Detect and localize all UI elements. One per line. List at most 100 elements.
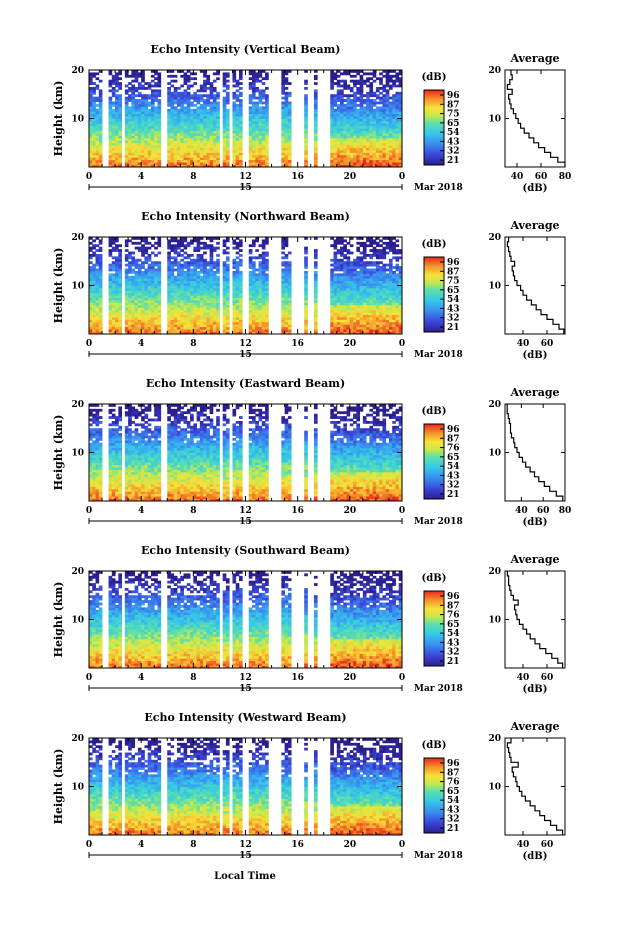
heatmap-cell bbox=[281, 307, 286, 311]
heatmap-cell bbox=[362, 244, 367, 248]
heatmap-cell bbox=[313, 285, 318, 289]
heatmap-cell bbox=[349, 275, 354, 279]
heatmap-cell bbox=[356, 152, 361, 156]
heatmap-cell bbox=[255, 287, 259, 291]
heatmap-cell bbox=[258, 312, 263, 315]
heatmap-cell bbox=[265, 103, 269, 107]
heatmap-cell bbox=[108, 283, 113, 286]
heatmap-cell bbox=[108, 290, 113, 294]
heatmap-cell bbox=[190, 128, 194, 132]
heatmap-cell bbox=[183, 287, 188, 291]
heatmap-cell bbox=[255, 154, 259, 158]
heatmap-cell bbox=[343, 125, 347, 129]
heatmap-cell bbox=[340, 113, 344, 117]
heatmap-cell bbox=[346, 137, 351, 141]
heatmap-cell bbox=[235, 162, 240, 165]
heatmap-cell bbox=[108, 145, 113, 148]
heatmap-cell bbox=[333, 239, 338, 243]
heatmap-cell bbox=[330, 70, 334, 73]
heatmap-cell bbox=[196, 101, 201, 105]
heatmap-cell bbox=[157, 118, 162, 122]
heatmap-cell bbox=[330, 283, 334, 286]
heatmap-cell bbox=[186, 312, 191, 315]
heatmap-cell bbox=[261, 312, 266, 315]
heatmap-cell bbox=[108, 120, 113, 124]
heatmap-cell bbox=[131, 270, 136, 274]
heatmap-cell bbox=[392, 118, 396, 122]
heatmap-cell bbox=[92, 312, 96, 315]
heatmap-cell bbox=[375, 140, 380, 144]
heatmap-cell bbox=[180, 118, 184, 122]
heatmap-cell bbox=[124, 142, 129, 146]
heatmap-cell bbox=[359, 84, 364, 88]
heatmap-cell bbox=[388, 84, 393, 88]
heatmap-cell bbox=[359, 120, 364, 124]
heatmap-cell bbox=[186, 241, 191, 245]
heatmap-cell bbox=[346, 321, 351, 325]
heatmap-cell bbox=[167, 329, 171, 332]
heatmap-cell bbox=[313, 319, 318, 323]
heatmap-cell bbox=[248, 140, 253, 144]
heatmap-cell bbox=[128, 111, 132, 115]
heatmap-cell bbox=[362, 142, 367, 146]
heatmap-cell bbox=[255, 137, 259, 141]
heatmap-cell bbox=[398, 108, 403, 112]
heatmap-cell bbox=[95, 275, 100, 279]
heatmap-cell bbox=[183, 312, 188, 315]
heatmap-cell bbox=[395, 145, 400, 148]
heatmap-cell bbox=[134, 140, 139, 144]
heatmap-cell bbox=[209, 125, 214, 129]
heatmap-cell bbox=[115, 162, 119, 165]
heatmap-cell bbox=[89, 77, 93, 81]
heatmap-cell bbox=[141, 74, 145, 78]
heatmap-cell bbox=[388, 147, 393, 151]
heatmap-cell bbox=[362, 280, 367, 284]
heatmap-cell bbox=[385, 82, 390, 85]
heatmap-cell bbox=[180, 239, 184, 243]
heatmap-cell bbox=[382, 319, 387, 323]
heatmap-cell bbox=[235, 116, 240, 119]
heatmap-cell bbox=[128, 120, 132, 124]
heatmap-cell bbox=[281, 280, 286, 284]
heatmap-cell bbox=[359, 152, 364, 156]
heatmap-cell bbox=[193, 280, 197, 284]
heatmap-cell bbox=[356, 297, 361, 301]
heatmap-cell bbox=[141, 133, 145, 136]
heatmap-cell bbox=[131, 278, 136, 282]
heatmap-cell bbox=[359, 237, 364, 240]
heatmap-cell bbox=[372, 268, 377, 272]
heatmap-cell bbox=[203, 142, 207, 146]
heatmap-cell bbox=[173, 292, 178, 296]
heatmap-cell bbox=[340, 287, 344, 291]
heatmap-cell bbox=[225, 292, 230, 296]
heatmap-cell bbox=[284, 96, 289, 100]
heatmap-cell bbox=[313, 312, 318, 315]
heatmap-cell bbox=[95, 253, 100, 257]
heatmap-cell bbox=[330, 312, 334, 315]
heatmap-cell bbox=[392, 137, 396, 141]
heatmap-cell bbox=[343, 118, 347, 122]
heatmap-cell bbox=[141, 123, 145, 127]
heatmap-cell bbox=[118, 130, 122, 134]
x-axis-label: Local Time bbox=[214, 871, 276, 882]
heatmap-cell bbox=[150, 159, 155, 163]
heatmap-cell bbox=[177, 253, 181, 257]
heatmap-cell bbox=[313, 261, 318, 265]
heatmap-cell bbox=[131, 312, 136, 315]
heatmap-cell bbox=[173, 283, 178, 286]
heatmap-cell bbox=[222, 241, 227, 245]
heatmap-cell bbox=[252, 300, 256, 303]
heatmap-cell bbox=[330, 268, 334, 272]
heatmap-cell bbox=[255, 113, 259, 117]
heatmap-cell bbox=[206, 295, 211, 299]
heatmap-cell bbox=[92, 164, 96, 168]
heatmap-cell bbox=[261, 164, 266, 168]
heatmap-cell bbox=[252, 89, 256, 93]
heatmap-cell bbox=[199, 159, 204, 163]
heatmap-cell bbox=[375, 101, 380, 105]
heatmap-cell bbox=[128, 304, 132, 308]
heatmap-cell bbox=[216, 319, 220, 323]
heatmap-cell bbox=[141, 329, 145, 332]
heatmap-cell bbox=[108, 263, 113, 267]
heatmap-cell bbox=[206, 147, 211, 151]
